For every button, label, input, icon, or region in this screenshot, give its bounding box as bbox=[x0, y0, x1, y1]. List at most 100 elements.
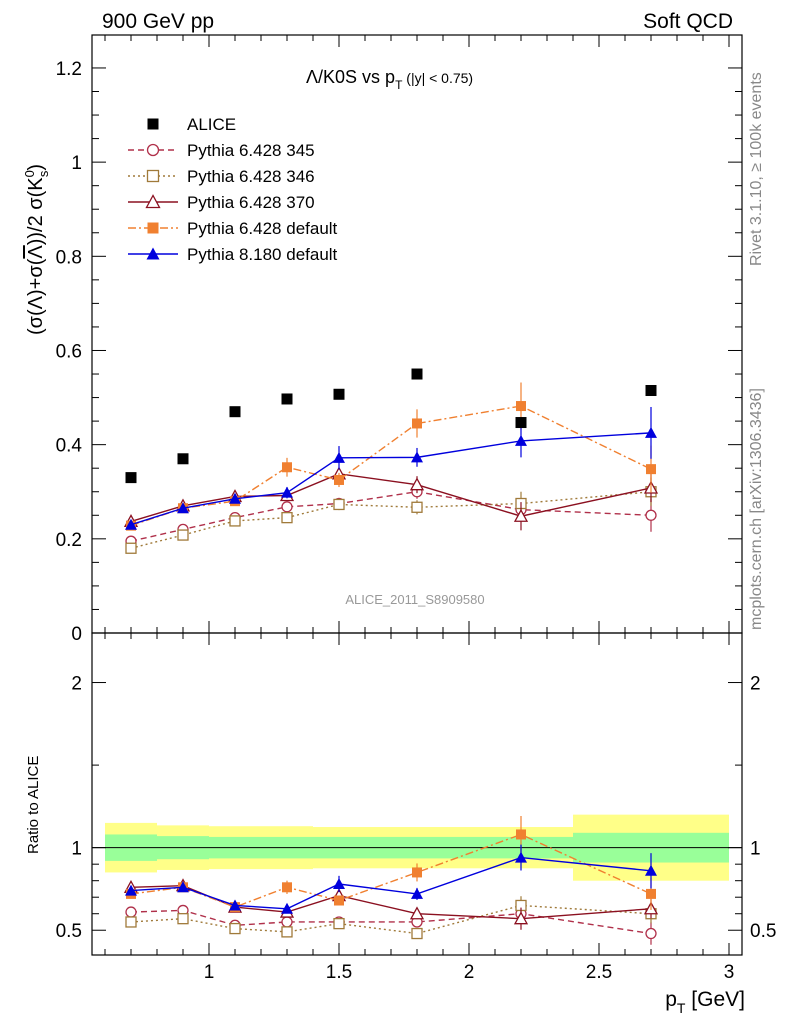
legend-marker-pythia-6-428-345 bbox=[146, 143, 160, 157]
legend-marker-pythia-6-428-346 bbox=[146, 169, 160, 183]
ratio-point-pythia-8-180-default bbox=[645, 864, 657, 876]
ratio-point-pythia-8-180-default bbox=[411, 887, 423, 899]
data-point-pythia-8-180-default bbox=[645, 426, 657, 438]
ratio-line-pythia-8-180-default bbox=[130, 856, 652, 910]
data-point-alice bbox=[411, 368, 423, 380]
data-point-pythia-6-428-default bbox=[412, 418, 422, 429]
legend-label-pythia-8-180-default: Pythia 8.180 default bbox=[187, 245, 338, 264]
data-point-pythia-8-180-default bbox=[281, 486, 293, 498]
ratio-point-pythia-8-180-default bbox=[281, 902, 293, 914]
x-tick-label: 2.5 bbox=[586, 962, 612, 983]
ratio-y-tick-label: 1 bbox=[71, 839, 82, 860]
series-line-pythia-6-428-default bbox=[130, 405, 652, 527]
data-point-pythia-6-428-default bbox=[334, 474, 344, 485]
ratio-point-pythia-8-180-default bbox=[125, 884, 137, 896]
legend-marker-alice bbox=[147, 118, 159, 130]
ratio-line-pythia-6-428-370 bbox=[130, 884, 652, 920]
data-point-alice bbox=[515, 417, 527, 429]
header-right: Soft QCD bbox=[643, 10, 733, 33]
y-tick-label: 0.8 bbox=[56, 247, 82, 268]
ratio-y-tick-label: 0.5 bbox=[56, 921, 82, 942]
data-point-alice bbox=[645, 385, 657, 397]
data-point-pythia-6-428-default bbox=[282, 462, 292, 473]
legend-label-pythia-6-428-346: Pythia 6.428 346 bbox=[187, 167, 315, 186]
legend-marker-pythia-8-180-default bbox=[146, 247, 160, 260]
data-point-pythia-8-180-default bbox=[411, 451, 423, 463]
y-tick-label: 0.2 bbox=[56, 530, 82, 551]
x-tick-label: 1.5 bbox=[326, 962, 352, 983]
ratio-point-pythia-6-428-346 bbox=[281, 926, 293, 938]
data-point-pythia-6-428-345 bbox=[645, 509, 657, 521]
data-point-pythia-6-428-370 bbox=[409, 477, 425, 491]
data-point-pythia-6-428-345 bbox=[281, 501, 293, 513]
data-point-pythia-8-180-default bbox=[177, 502, 189, 514]
x-axis-title: pT [GeV] bbox=[665, 988, 745, 1016]
y-axis-title: (σ(Λ)+σ(Λ))/2 σ(K0s) bbox=[22, 164, 51, 335]
ratio-point-pythia-6-428-default bbox=[646, 888, 656, 899]
ratio-point-pythia-6-428-346 bbox=[333, 917, 345, 930]
y-tick-label: 1 bbox=[71, 153, 82, 174]
data-point-pythia-6-428-default bbox=[516, 401, 526, 412]
data-point-pythia-6-428-370 bbox=[513, 508, 529, 522]
ratio-point-pythia-6-428-345 bbox=[281, 916, 293, 928]
data-point-pythia-6-428-346 bbox=[333, 498, 345, 511]
ratio-line-pythia-6-428-346 bbox=[130, 904, 652, 935]
legend-marker-pythia-6-428-default bbox=[147, 222, 159, 234]
ratio-point-pythia-6-428-370 bbox=[409, 906, 425, 920]
ratio-point-pythia-6-428-default bbox=[282, 882, 292, 893]
legend-label-alice: ALICE bbox=[187, 115, 236, 134]
x-tick-label: 3 bbox=[724, 962, 735, 983]
data-point-pythia-6-428-346 bbox=[411, 501, 423, 513]
ratio-y-tick-label-right: 2 bbox=[750, 674, 761, 695]
y-tick-label: 0.4 bbox=[56, 436, 83, 457]
ratio-y-tick-label-right: 1 bbox=[750, 839, 761, 860]
ratio-point-pythia-8-180-default bbox=[515, 851, 527, 863]
series-line-pythia-6-428-345 bbox=[130, 491, 652, 542]
ratio-y-axis-title: Ratio to ALICE bbox=[25, 756, 42, 854]
ratio-point-pythia-6-428-346 bbox=[411, 927, 423, 940]
side-text-top: Rivet 3.1.10, ≥ 100k events bbox=[748, 72, 765, 266]
ratio-point-pythia-8-180-default bbox=[333, 877, 345, 889]
data-point-pythia-6-428-346 bbox=[177, 529, 189, 541]
data-point-alice bbox=[333, 388, 345, 400]
data-point-pythia-6-428-346 bbox=[281, 511, 293, 524]
series-line-pythia-6-428-370 bbox=[130, 473, 652, 523]
chart-title: Λ/K0S vs pT (|y| < 0.75) bbox=[306, 67, 473, 92]
data-point-pythia-6-428-346 bbox=[229, 515, 241, 527]
ratio-point-pythia-6-428-default bbox=[516, 829, 526, 840]
ratio-point-pythia-6-428-346 bbox=[177, 913, 189, 925]
data-point-alice bbox=[177, 453, 189, 465]
legend-label-pythia-6-428-370: Pythia 6.428 370 bbox=[187, 193, 315, 212]
y-tick-label: 0.6 bbox=[56, 341, 82, 362]
ratio-point-pythia-6-428-370 bbox=[513, 911, 529, 925]
y-tick-label: 1.2 bbox=[56, 59, 82, 80]
ratio-line-pythia-6-428-345 bbox=[130, 909, 652, 935]
legend-marker-pythia-6-428-370 bbox=[145, 194, 161, 209]
data-point-pythia-8-180-default bbox=[229, 492, 241, 504]
ratio-y-tick-label-right: 0.5 bbox=[750, 921, 776, 942]
data-point-alice bbox=[229, 406, 241, 418]
header-left: 900 GeV pp bbox=[102, 10, 214, 33]
ratio-point-pythia-6-428-345 bbox=[645, 927, 657, 940]
data-point-alice bbox=[281, 393, 293, 405]
ratio-point-pythia-6-428-346 bbox=[125, 916, 137, 928]
data-point-pythia-8-180-default bbox=[125, 518, 137, 530]
ratio-point-pythia-6-428-346 bbox=[229, 922, 241, 935]
ratio-point-pythia-6-428-default bbox=[412, 867, 422, 878]
series-line-pythia-8-180-default bbox=[130, 432, 652, 526]
ratio-point-pythia-8-180-default bbox=[229, 899, 241, 911]
ratio-point-pythia-8-180-default bbox=[177, 881, 189, 893]
y-tick-label: 0 bbox=[71, 624, 82, 645]
series-line-pythia-6-428-346 bbox=[130, 491, 652, 549]
x-tick-label: 1 bbox=[204, 962, 215, 983]
data-point-pythia-8-180-default bbox=[333, 451, 345, 463]
x-tick-label: 2 bbox=[464, 962, 475, 983]
ratio-y-tick-label: 2 bbox=[71, 674, 82, 695]
legend-label-pythia-6-428-345: Pythia 6.428 345 bbox=[187, 141, 315, 160]
data-point-alice bbox=[125, 472, 137, 484]
data-point-pythia-6-428-default bbox=[646, 464, 656, 475]
data-point-pythia-6-428-346 bbox=[125, 542, 137, 554]
legend-label-pythia-6-428-default: Pythia 6.428 default bbox=[187, 219, 338, 238]
side-text-bottom: mcplots.cern.ch [arXiv:1306.3436] bbox=[748, 388, 765, 630]
